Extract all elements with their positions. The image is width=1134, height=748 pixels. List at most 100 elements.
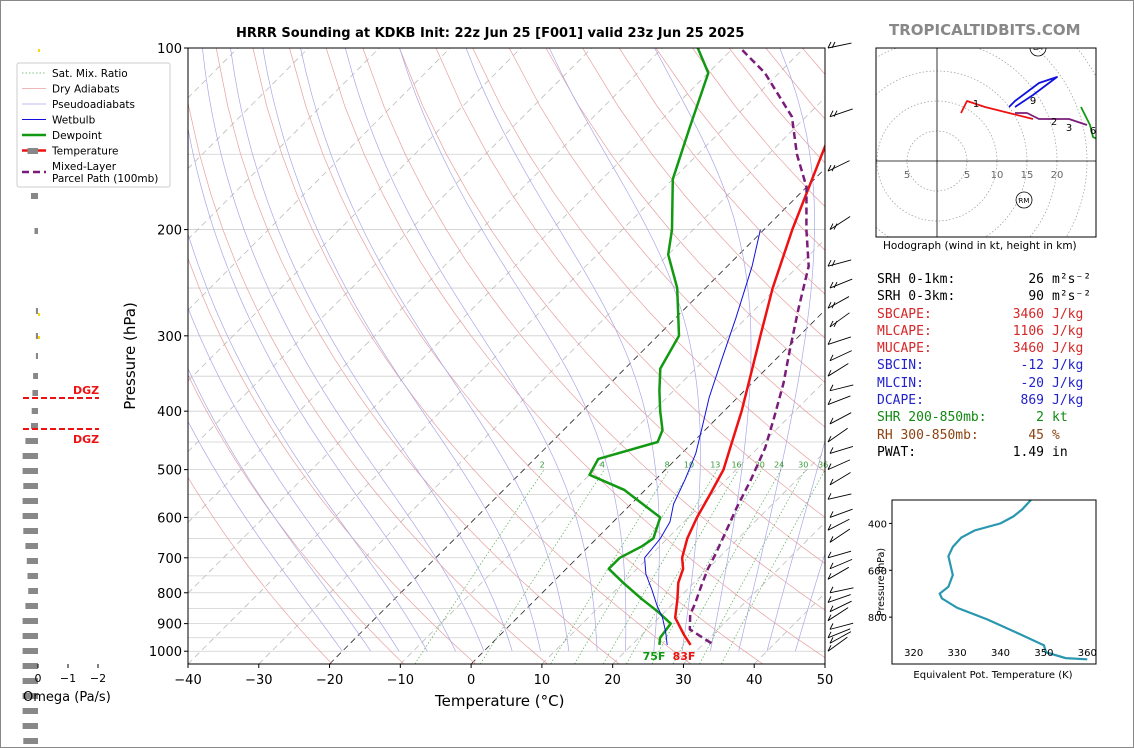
hodograph-lm-marker — [1029, 48, 1047, 57]
mixing-ratio-line — [550, 469, 670, 664]
mixing-ratio-label: 20 — [755, 461, 765, 470]
isotherm-line — [188, 48, 380, 240]
wind-barb-staff — [829, 587, 854, 594]
theta-e-frame — [891, 499, 1097, 665]
omega-bar — [25, 603, 38, 609]
x-tick-label: 50 — [817, 673, 834, 688]
wind-barb-flag — [829, 562, 834, 569]
wind-barb — [829, 216, 851, 230]
stat-label: MLCAPE: — [877, 323, 932, 339]
moist-adiabat-line — [188, 232, 428, 652]
wind-barb-staff — [829, 528, 851, 543]
wind-barb-flag — [827, 463, 832, 470]
legend-label: Temperature — [51, 146, 119, 158]
stat-value: 26 — [1028, 272, 1044, 287]
stat-value: 45 — [1028, 427, 1044, 443]
hodograph-height-label: 1 — [973, 99, 979, 110]
wind-barb-flag — [827, 164, 832, 172]
stat-value: 1106 — [1012, 323, 1044, 339]
wind-barb-staff — [829, 312, 850, 328]
wind-barb-flag — [829, 281, 834, 289]
omega-bar — [31, 408, 38, 414]
wind-barb-staff — [829, 600, 852, 613]
moist-adiabat-line — [188, 126, 456, 652]
wind-barb — [829, 631, 852, 644]
omega-bar — [34, 228, 38, 234]
wind-barb-staff — [829, 412, 852, 425]
dry-adiabat-line — [472, 48, 825, 473]
series-temperature — [673, 143, 825, 646]
hodograph-height-label: 6 — [1090, 126, 1096, 137]
wind-barb-staff — [827, 459, 851, 471]
omega-bar-positive — [38, 313, 40, 316]
stat-value: 90 — [1028, 289, 1044, 305]
stats-panel: SRH 0-1km: 26 m²s⁻² SRH 0-3km: 90 m²s⁻² SBCAPE… — [877, 271, 1091, 461]
omega-x-tick-label: 0 — [35, 672, 42, 685]
hodograph-frame — [875, 47, 1097, 238]
wind-barb-flag — [827, 435, 832, 443]
theta-e-panel: 400 600 800 320 330 340 350 360 Pressure (hPa) Eq… — [868, 499, 1097, 681]
wind-barb — [829, 350, 852, 362]
mixing-ratio-label: 8 — [665, 461, 670, 470]
moist-adiabat-line — [465, 48, 660, 652]
x-tick-label: 40 — [746, 673, 763, 688]
hodograph-trace — [1008, 76, 1058, 108]
wind-barb — [827, 363, 849, 377]
stat-row: SBCAPE: 3460 J/kg — [877, 306, 1091, 323]
moist-adiabat-line — [344, 48, 598, 652]
stat-unit: J/kg — [1052, 393, 1084, 409]
stat-unit: m²s⁻² — [1052, 272, 1092, 287]
hodograph-trace — [1015, 112, 1088, 126]
stat-unit: J/kg — [1052, 358, 1084, 374]
mixing-ratio-line — [699, 469, 806, 664]
x-axis-label: Temperature (°C) — [435, 692, 565, 710]
isotherm-line — [612, 451, 825, 664]
wind-barb-staff — [827, 550, 852, 559]
omega-bar — [27, 573, 38, 579]
x-tick-label: −30 — [245, 673, 272, 688]
hodograph-tick-label: 20 — [1051, 170, 1064, 181]
y-tick-label: 900 — [157, 618, 182, 633]
dry-adiabat-line — [399, 48, 825, 564]
stat-value: 1.49 — [1012, 444, 1044, 460]
theta-e-plot — [938, 500, 1088, 661]
wind-barb-flag — [829, 320, 834, 328]
mixing-ratio-label: 16 — [731, 461, 741, 470]
dgz-label: DGZ — [73, 433, 99, 446]
moist-adiabat-line — [654, 48, 752, 652]
wind-barb-flag — [833, 223, 838, 230]
series-dewpoint — [588, 48, 710, 646]
stat-row: SBCIN: -12 J/kg — [877, 357, 1091, 374]
isotherm-line — [188, 48, 309, 170]
legend-label: Pseudoadiabats — [52, 99, 135, 111]
profile-series — [588, 48, 825, 646]
omega-bar — [23, 738, 38, 744]
series-mixed-layer-parcel-path-mb- — [688, 48, 810, 645]
stat-label: SRH 0-1km: — [877, 272, 956, 287]
wind-barb — [829, 278, 853, 289]
wind-barb-staff — [827, 607, 849, 622]
wind-barb-staff — [829, 350, 852, 362]
moist-adiabat-line — [188, 420, 343, 652]
x-tick-label: −40 — [174, 673, 201, 688]
dry-adiabat-line — [188, 476, 333, 664]
y-tick-label: 200 — [157, 224, 182, 239]
hodograph-tick-label: 10 — [991, 170, 1004, 181]
omega-bar — [31, 423, 38, 429]
stat-unit: kt — [1052, 410, 1068, 426]
dgz-label: DGZ — [73, 384, 99, 397]
x-tick-label: 30 — [675, 673, 692, 688]
omega-bar — [22, 513, 38, 519]
stat-label: DCAPE: — [877, 393, 924, 409]
omega-bar — [22, 708, 38, 714]
y-axis-label: Pressure (hPa) — [121, 302, 139, 410]
omega-bar — [28, 588, 38, 594]
stat-value: -20 — [1020, 375, 1044, 391]
x-tick-label: 10 — [534, 673, 551, 688]
wind-barb-flag — [829, 478, 834, 486]
legend: Sat. Mix. Ratio Dry Adiabats Pseudoadiabat… — [16, 62, 171, 188]
wind-barb — [829, 108, 853, 118]
wind-barb — [827, 607, 849, 622]
isotherm-line — [400, 238, 825, 664]
omega-bar — [23, 483, 38, 489]
